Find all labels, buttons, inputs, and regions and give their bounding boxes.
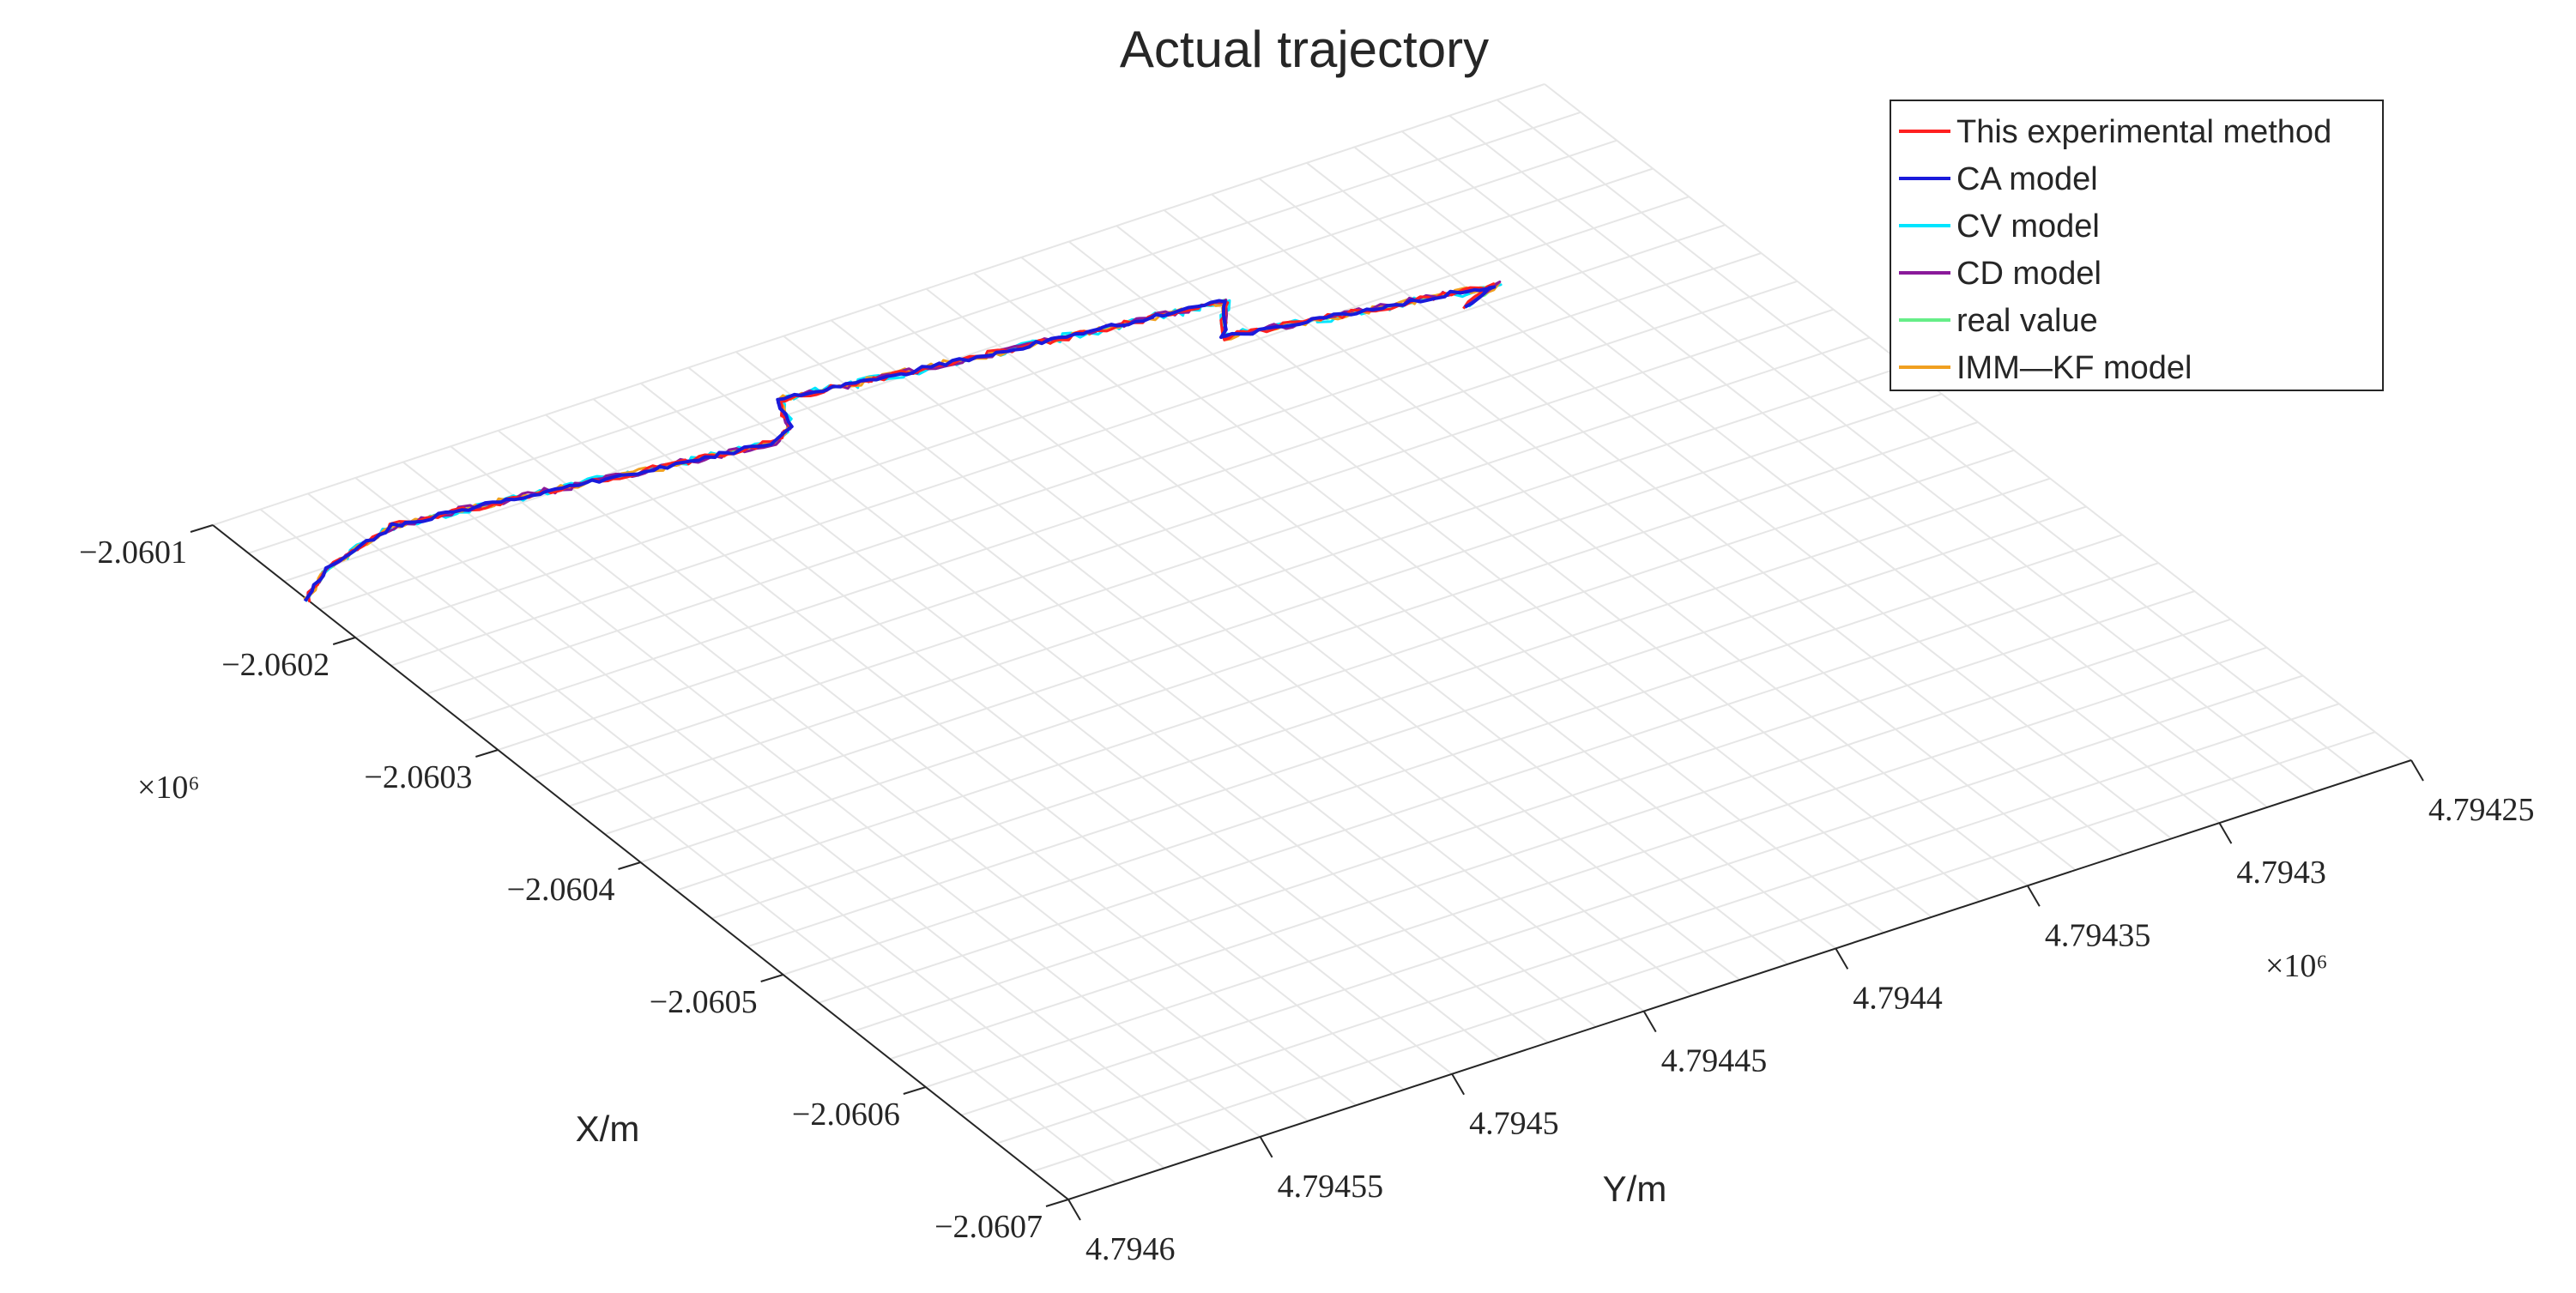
x-tick-mark <box>332 637 356 645</box>
y-tick-mark <box>1259 1136 1273 1158</box>
x-tick-mark <box>760 974 783 982</box>
series-line-1 <box>303 285 1497 602</box>
x-tick-label: −2.0606 <box>792 1097 900 1133</box>
x-tick-mark <box>903 1086 927 1095</box>
grid-line <box>1496 99 2364 777</box>
legend-box <box>1890 100 2384 391</box>
legend-label: CA model <box>1956 161 2098 197</box>
grid-line <box>307 492 1165 1169</box>
series-line-5 <box>303 281 1501 601</box>
legend-label: CV model <box>1956 208 2100 245</box>
legend-label: CD model <box>1956 256 2101 292</box>
grid-line <box>1544 83 2412 761</box>
legend-label: real value <box>1956 303 2098 339</box>
grid-line <box>735 351 1597 1028</box>
grid-line <box>1448 114 2316 793</box>
y-tick-label: 4.79455 <box>1278 1169 1384 1205</box>
grid-line <box>783 335 1645 1012</box>
y-tick-label: 4.7944 <box>1853 980 1943 1016</box>
x-tick-mark <box>1045 1199 1069 1207</box>
grid-line <box>354 477 1213 1153</box>
y-tick-label: 4.7945 <box>1469 1106 1559 1142</box>
axes <box>212 524 2412 1200</box>
x-multiplier: ×10⁶ <box>137 770 200 806</box>
x-tick-mark <box>618 861 641 870</box>
grid-line <box>925 287 1789 965</box>
grid-line <box>1211 193 2077 871</box>
legend-label: This experimental method <box>1956 114 2331 150</box>
series-line-3 <box>305 281 1502 601</box>
x-tick-label: −2.0603 <box>364 759 472 795</box>
x-tick-mark <box>190 524 214 533</box>
grid-line <box>1306 161 2173 840</box>
grid-line <box>640 382 1501 1060</box>
grid-line <box>973 272 1836 950</box>
y-tick-label: 4.7946 <box>1085 1231 1176 1267</box>
grid-line <box>545 414 1405 1091</box>
y-tick-mark <box>1067 1199 1081 1221</box>
y-tick-mark <box>1451 1073 1466 1096</box>
x-axis-label: X/m <box>576 1109 640 1149</box>
legend: This experimental method CA model CV model… <box>1890 100 2384 391</box>
chart-title: Actual trajectory <box>1120 21 1489 78</box>
x-tick-label: −2.0601 <box>79 535 187 571</box>
grid-line <box>497 430 1357 1107</box>
y-tick-label: 4.79445 <box>1661 1043 1768 1079</box>
grid-line <box>687 366 1549 1043</box>
x-tick-label: −2.0602 <box>221 647 330 683</box>
x-tick-label: −2.0607 <box>934 1209 1043 1245</box>
y-axis-line <box>1067 759 2412 1200</box>
grid-line <box>1068 240 1932 918</box>
legend-label: IMM—KF model <box>1956 350 2192 386</box>
x-tick-label: −2.0605 <box>650 984 758 1020</box>
y-tick-mark <box>2410 759 2424 782</box>
x-tick-label: −2.0604 <box>507 872 615 908</box>
series-group <box>303 281 1503 603</box>
grid-line <box>830 319 1693 997</box>
y-tick-mark <box>1835 947 1849 970</box>
grid-line <box>1116 225 1980 903</box>
grid-line <box>878 304 1741 981</box>
y-tick-mark <box>2026 885 2041 907</box>
y-tick-mark <box>2218 822 2233 844</box>
y-tick-labels: 4.7946 4.79455 4.7945 4.79445 4.7944 4.79435 4… <box>1067 759 2535 1267</box>
x-tick-mark <box>475 749 499 758</box>
y-tick-label: 4.7943 <box>2236 855 2326 891</box>
y-multiplier: ×10⁶ <box>2265 948 2328 984</box>
x-tick-labels: −2.0601 −2.0602 −2.0603 −2.0604 −2.0605 −2.06… <box>79 524 1069 1245</box>
y-tick-mark <box>1642 1011 1657 1033</box>
grid-line <box>402 461 1261 1138</box>
y-tick-label: 4.79425 <box>2428 792 2535 828</box>
y-tick-label: 4.79435 <box>2045 917 2151 953</box>
grid-line <box>592 398 1453 1075</box>
grid-line <box>259 508 1117 1185</box>
grid-line <box>1020 257 1884 933</box>
grid-line <box>1258 178 2125 855</box>
grid-line <box>450 445 1309 1122</box>
grid-line <box>1401 130 2268 808</box>
grid-line <box>1353 146 2221 824</box>
y-axis-label: Y/m <box>1603 1169 1667 1209</box>
